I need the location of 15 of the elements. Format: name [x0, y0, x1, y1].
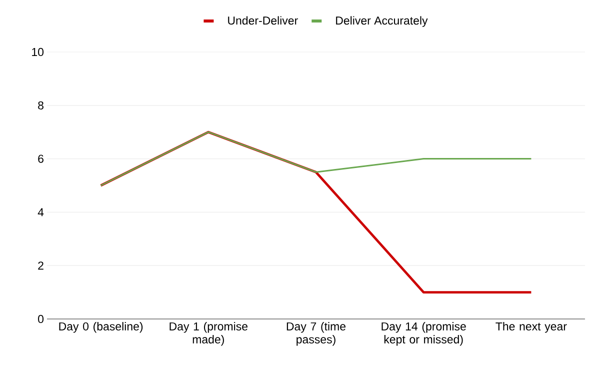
legend-label: Under-Deliver — [228, 16, 298, 25]
y-tick-label: 10 — [32, 48, 44, 56]
y-tick-label: 0 — [38, 314, 44, 324]
y-tick-label: 4 — [38, 208, 44, 216]
x-tick-label: Day 1 (promise made) — [170, 322, 248, 346]
y-tick-label: 2 — [38, 262, 44, 270]
x-tick-label: The next year — [496, 322, 567, 333]
x-tick-label: Day 14 (promise kept or missed) — [382, 322, 466, 346]
legend-label: Deliver Accurately — [336, 16, 428, 27]
y-tick-label: 6 — [38, 154, 44, 163]
x-tick-label: Day 7 (time passes) — [286, 322, 346, 346]
y-tick-label: 8 — [38, 101, 44, 110]
x-tick-label: Day 0 (baseline) — [59, 322, 143, 333]
line-series — [100, 131, 532, 186]
line-series — [100, 130, 532, 294]
